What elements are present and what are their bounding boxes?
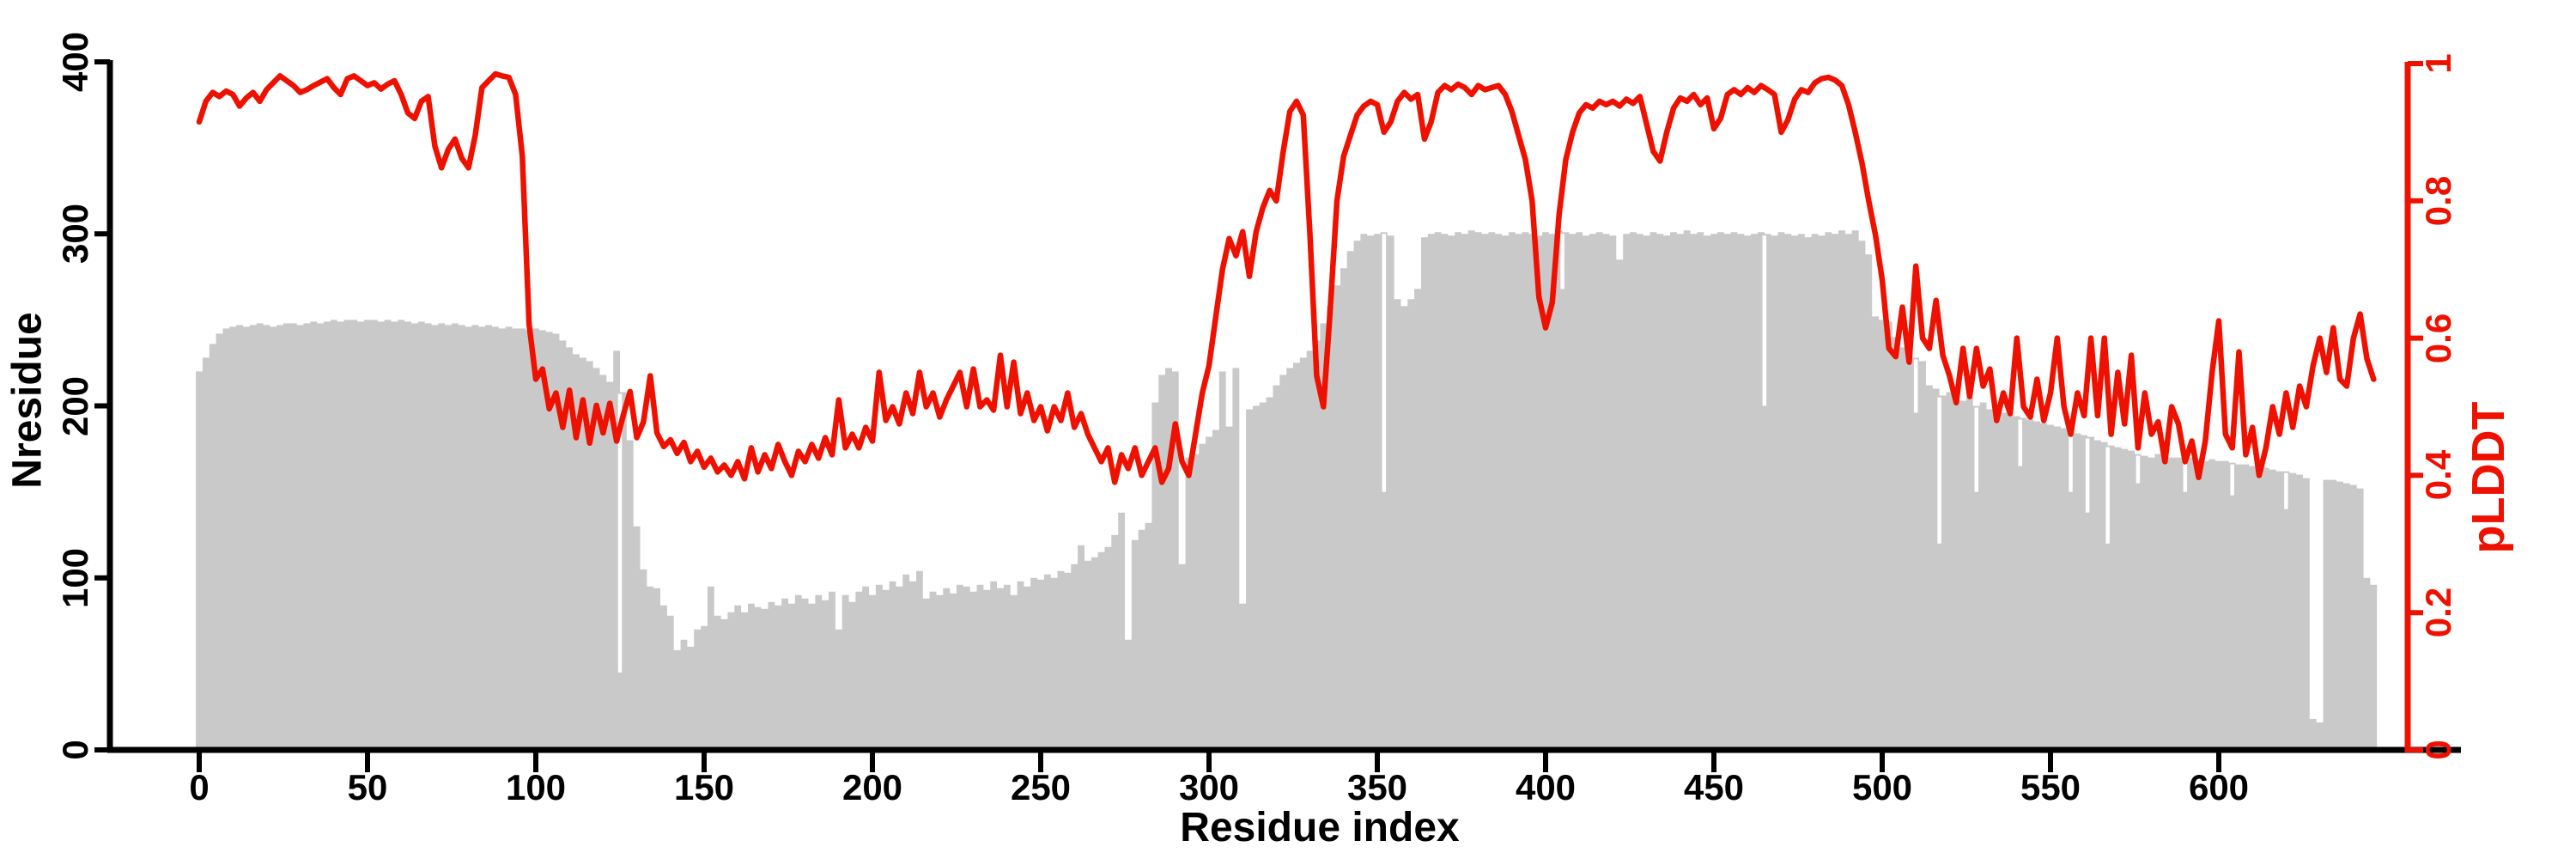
left-tick-label: 0 [55, 740, 95, 760]
right-tick-label: 0.2 [2418, 587, 2458, 638]
nresidue-bars [196, 230, 2378, 750]
x-tick-label: 550 [2020, 767, 2081, 807]
x-tick-label: 200 [841, 767, 903, 807]
x-tick-label: 400 [1515, 767, 1577, 807]
x-tick-label: 0 [189, 767, 210, 807]
x-tick-label: 50 [347, 767, 388, 807]
left-axis-title: Nresidue [4, 312, 51, 489]
right-tick-label: 0 [2418, 740, 2458, 760]
right-tick-label: 0.8 [2418, 175, 2458, 226]
x-tick-label: 450 [1683, 767, 1745, 807]
x-tick-label: 600 [2188, 767, 2250, 807]
right-axis-title: pLDDT [2463, 401, 2514, 554]
left-tick-label: 100 [55, 547, 95, 608]
right-tick-label: 0.6 [2418, 313, 2458, 363]
plddt-line [196, 70, 2377, 485]
x-tick-label: 150 [673, 767, 735, 807]
left-tick-label: 200 [55, 375, 95, 436]
left-tick-label: 400 [55, 31, 95, 93]
x-tick-label: 350 [1346, 767, 1408, 807]
right-tick-label: 1 [2418, 53, 2458, 74]
x-tick-label: 300 [1178, 767, 1240, 807]
left-tick-label: 300 [55, 204, 95, 265]
x-tick-label: 100 [505, 767, 567, 807]
x-axis-title: Residue index [1180, 805, 1460, 850]
x-tick-label: 250 [1010, 767, 1072, 807]
x-tick-label: 500 [1851, 767, 1913, 807]
right-tick-label: 0.4 [2418, 450, 2458, 501]
